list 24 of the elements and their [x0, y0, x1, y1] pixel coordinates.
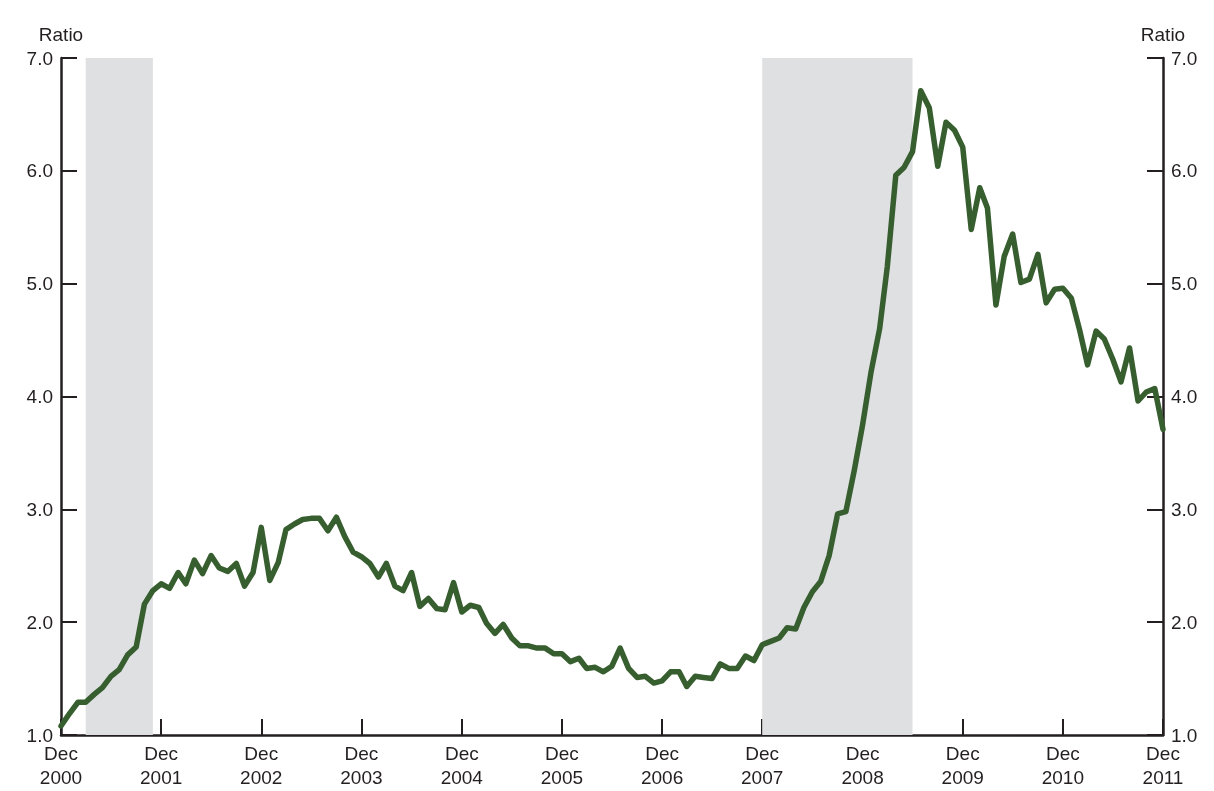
y-tick-label: 3.0	[26, 498, 53, 520]
y2-axis-title: Ratio	[1140, 24, 1186, 45]
x-tick-label: Dec 2007	[741, 742, 784, 788]
y-axis-title: Ratio	[38, 24, 84, 45]
x-tick-label: Dec 2006	[640, 742, 684, 788]
x-tick-label: Dec 2003	[340, 742, 383, 788]
y-tick-label: 7.0	[26, 47, 53, 69]
y2-tick-label: 2.0	[1171, 611, 1198, 633]
x-tick-label: Dec 2008	[841, 742, 884, 788]
x-tick-label: Dec 2009	[941, 742, 984, 788]
y-tick-label: 5.0	[26, 273, 53, 295]
y2-tick-label: 7.0	[1171, 47, 1198, 69]
x-tick-label: Dec 2010	[1041, 742, 1085, 788]
y-tick-label: 2.0	[26, 611, 53, 633]
x-tick-label: Dec 2005	[540, 742, 584, 788]
y2-tick-label: 6.0	[1171, 160, 1198, 182]
y2-tick-label: 3.0	[1171, 498, 1198, 520]
x-tick-label: Dec 2004	[440, 742, 484, 788]
y-tick-label: 6.0	[26, 160, 53, 182]
y-tick-label: 4.0	[26, 386, 53, 407]
y2-tick-label: 5.0	[1171, 273, 1198, 295]
y2-tick-label: 4.0	[1171, 386, 1198, 407]
x-tick-label: Dec 2002	[240, 742, 283, 788]
x-tick-label: Dec 2001	[139, 742, 183, 788]
